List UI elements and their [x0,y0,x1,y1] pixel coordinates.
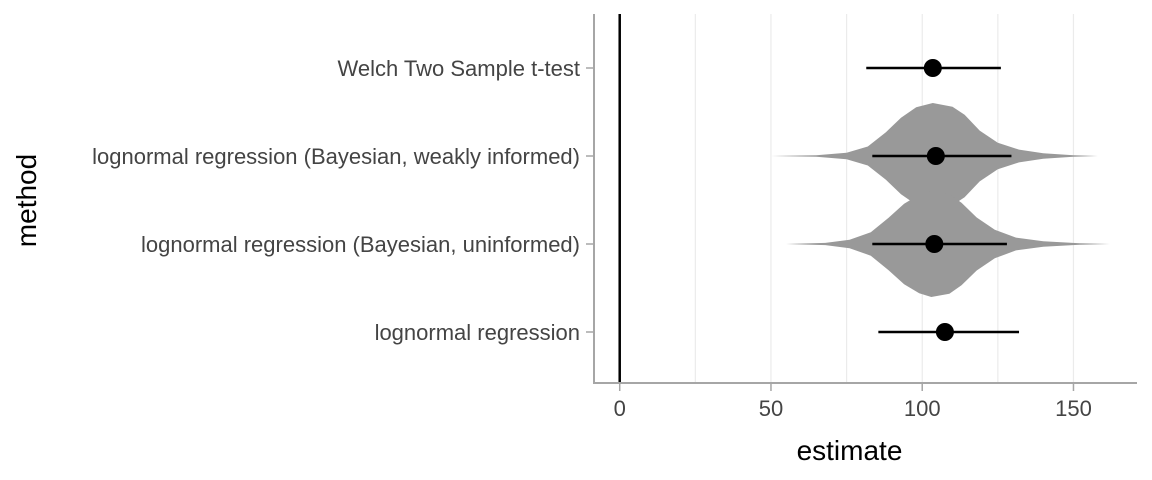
y-tick-label-2: lognormal regression (Bayesian, uninform… [141,232,580,257]
x-tick-label-50: 50 [759,396,783,421]
estimate-point-0 [923,59,942,77]
x-tick-labels: 0 50 100 150 [614,396,1092,421]
axes [586,14,1137,391]
y-tick-label-0: Welch Two Sample t-test [337,56,580,81]
estimate-point-3 [935,323,954,341]
gridlines [619,14,1075,383]
y-axis-title: method [11,154,42,247]
estimate-point-1 [926,147,945,165]
y-tick-label-3: lognormal regression [375,320,580,345]
x-tick-label-0: 0 [614,396,626,421]
y-tick-label-1: lognormal regression (Bayesian, weakly i… [92,144,580,169]
interval-layer [866,59,1020,341]
x-tick-label-150: 150 [1055,396,1092,421]
estimate-point-2 [925,235,944,253]
posterior-density-layer [771,103,1110,297]
y-tick-labels: Welch Two Sample t-test lognormal regress… [92,56,580,345]
x-axis-title: estimate [797,435,903,466]
x-tick-label-100: 100 [904,396,941,421]
